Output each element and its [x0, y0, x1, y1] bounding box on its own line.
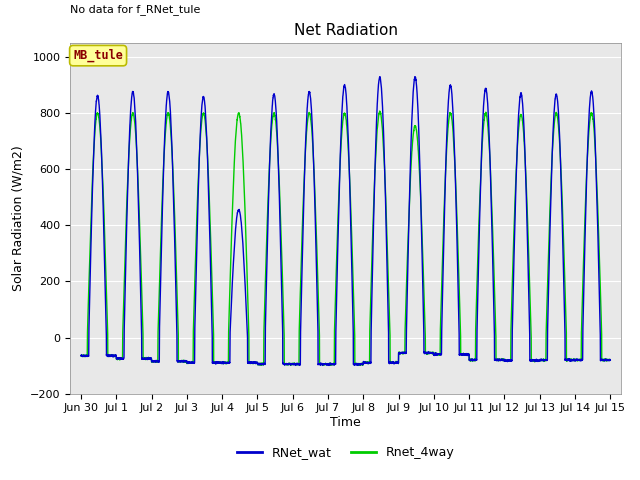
Text: No data for f_RNet_tule: No data for f_RNet_tule	[70, 4, 201, 15]
Text: MB_tule: MB_tule	[73, 49, 123, 62]
Title: Net Radiation: Net Radiation	[294, 23, 397, 38]
Y-axis label: Solar Radiation (W/m2): Solar Radiation (W/m2)	[12, 145, 24, 291]
Legend: RNet_wat, Rnet_4way: RNet_wat, Rnet_4way	[232, 442, 460, 465]
X-axis label: Time: Time	[330, 416, 361, 429]
